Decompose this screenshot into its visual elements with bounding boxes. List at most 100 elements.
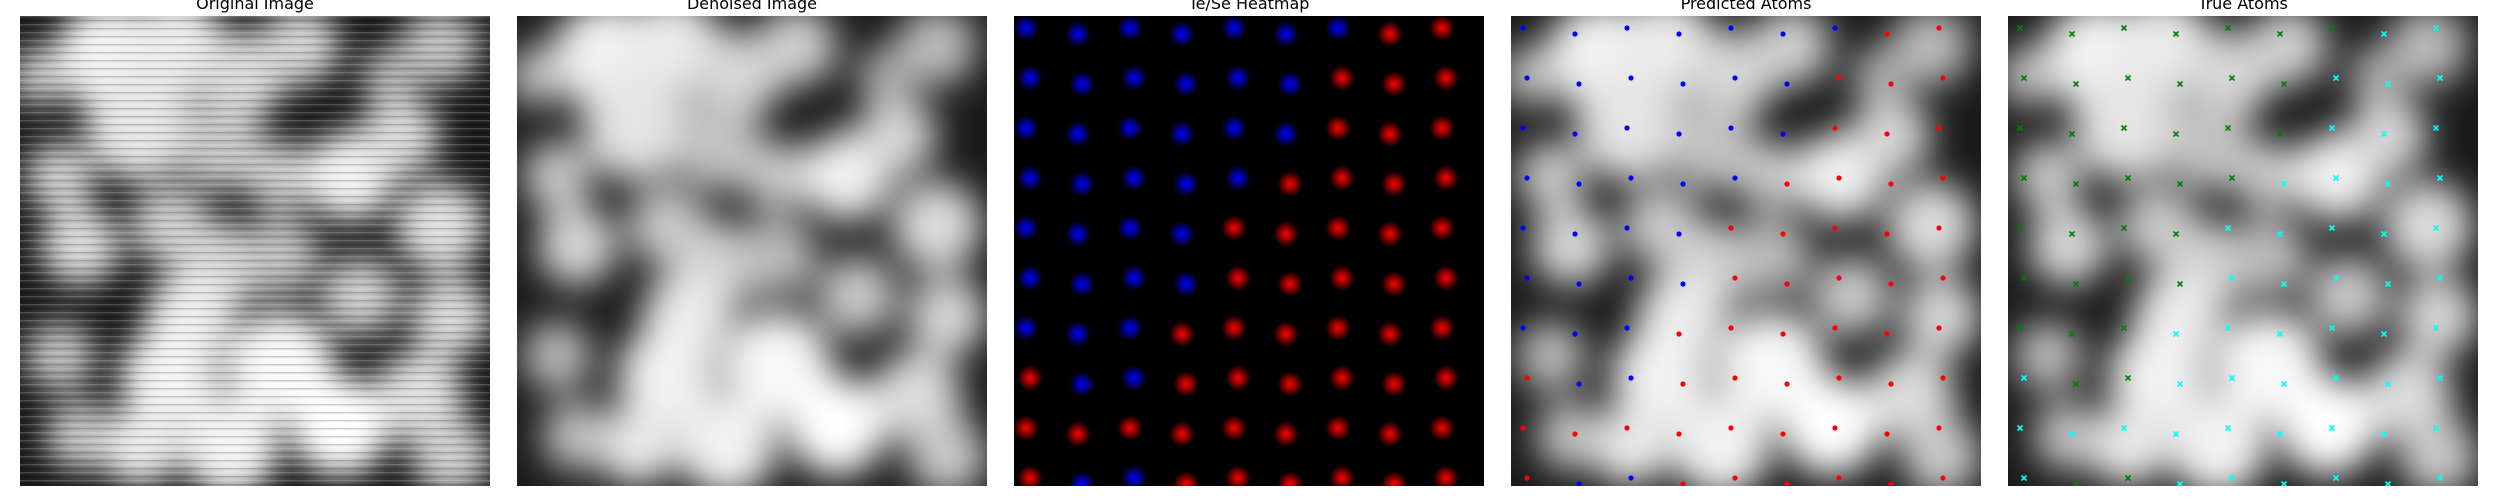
- te-heat-spot: [1433, 365, 1459, 391]
- se-heat-spot: [1121, 65, 1147, 91]
- scan-noise: [20, 16, 490, 486]
- true-se-atom: [2124, 474, 2132, 482]
- bright-regions: [2008, 16, 2478, 486]
- true-se-atom: [2172, 230, 2180, 238]
- predicted-se-atom: [1676, 231, 1682, 237]
- true-se-atom: [2016, 24, 2024, 32]
- true-se-atom: [2224, 124, 2232, 132]
- se-heat-spot: [1121, 365, 1147, 391]
- true-te-atom: [2384, 80, 2392, 88]
- predicted-atoms-image: [1511, 16, 1981, 486]
- se-heat-spot: [1065, 321, 1091, 347]
- se-heat-spot: [1069, 171, 1095, 197]
- predicted-se-atom: [1524, 275, 1530, 281]
- predicted-te-atom: [1884, 31, 1890, 37]
- predicted-te-atom: [1884, 331, 1890, 337]
- te-heat-spot: [1329, 265, 1355, 291]
- true-te-atom: [2328, 124, 2336, 132]
- predicted-te-atom: [1832, 425, 1838, 431]
- true-atoms-image: [2008, 16, 2478, 486]
- true-te-atom: [2332, 274, 2340, 282]
- true-se-atom: [2120, 324, 2128, 332]
- true-te-atom: [2384, 280, 2392, 288]
- se-heat-spot: [1069, 471, 1095, 486]
- true-se-atom: [2124, 374, 2132, 382]
- te-heat-spot: [1277, 371, 1303, 397]
- te-heat-spot: [1325, 115, 1351, 141]
- predicted-se-atom: [1576, 281, 1582, 287]
- predicted-se-atom: [1624, 125, 1630, 131]
- te-heat-spot: [1225, 365, 1251, 391]
- predicted-te-atom: [1680, 381, 1686, 387]
- te-heat-spot: [1173, 371, 1199, 397]
- predicted-te-atom: [1780, 431, 1786, 437]
- true-te-atom: [2380, 30, 2388, 38]
- predicted-te-atom: [1780, 231, 1786, 237]
- predicted-te-atom: [1888, 181, 1894, 187]
- predicted-se-atom: [1572, 131, 1578, 137]
- true-te-atom: [2276, 230, 2284, 238]
- te-heat-spot: [1169, 421, 1195, 447]
- te-heat-spot: [1017, 365, 1043, 391]
- true-te-atom: [2280, 280, 2288, 288]
- true-se-atom: [2228, 174, 2236, 182]
- true-te-atom: [2384, 380, 2392, 388]
- predicted-se-atom: [1576, 381, 1582, 387]
- true-te-atom: [2384, 180, 2392, 188]
- predicted-se-atom: [1628, 375, 1634, 381]
- bright-regions: [20, 16, 490, 486]
- predicted-se-atom: [1624, 225, 1630, 231]
- te-heat-spot: [1329, 65, 1355, 91]
- te-heat-spot: [1325, 215, 1351, 241]
- predicted-te-atom: [1676, 331, 1682, 337]
- te-heat-spot: [1277, 171, 1303, 197]
- predicted-se-atom: [1624, 25, 1630, 31]
- te-heat-spot: [1277, 271, 1303, 297]
- te-heat-spot: [1065, 421, 1091, 447]
- predicted-se-atom: [1524, 75, 1530, 81]
- se-heat-spot: [1169, 121, 1195, 147]
- predicted-te-atom: [1524, 375, 1530, 381]
- se-heat-spot: [1225, 165, 1251, 191]
- te-heat-spot: [1429, 115, 1455, 141]
- te-heat-spot: [1277, 471, 1303, 486]
- predicted-te-atom: [1940, 275, 1946, 281]
- se-heat-spot: [1273, 121, 1299, 147]
- true-se-atom: [2176, 180, 2184, 188]
- true-te-atom: [2228, 374, 2236, 382]
- predicted-te-atom: [1940, 175, 1946, 181]
- se-heat-spot: [1014, 16, 1039, 41]
- true-se-atom: [2172, 130, 2180, 138]
- predicted-se-atom: [1628, 275, 1634, 281]
- panel-title-true: True Atoms: [2198, 0, 2288, 13]
- predicted-se-atom: [1784, 81, 1790, 87]
- te-heat-spot: [1377, 321, 1403, 347]
- predicted-te-atom: [1836, 375, 1842, 381]
- se-heat-spot: [1169, 21, 1195, 47]
- predicted-se-atom: [1520, 325, 1526, 331]
- true-se-atom: [2176, 280, 2184, 288]
- predicted-te-atom: [1836, 175, 1842, 181]
- true-se-atom: [2124, 74, 2132, 82]
- predicted-te-atom: [1936, 325, 1942, 331]
- te-heat-spot: [1273, 221, 1299, 247]
- te-heat-spot: [1014, 415, 1039, 441]
- true-te-atom: [2020, 474, 2028, 482]
- te-heat-spot: [1329, 465, 1355, 486]
- se-heat-spot: [1169, 221, 1195, 247]
- true-se-atom: [2328, 24, 2336, 32]
- predicted-te-atom: [1832, 225, 1838, 231]
- te-heat-spot: [1433, 265, 1459, 291]
- true-te-atom: [2280, 180, 2288, 188]
- predicted-se-atom: [1728, 125, 1734, 131]
- se-heat-spot: [1121, 265, 1147, 291]
- se-heat-spot: [1117, 115, 1143, 141]
- predicted-te-atom: [1572, 431, 1578, 437]
- true-te-atom: [2332, 474, 2340, 482]
- te-heat-spot: [1169, 321, 1195, 347]
- predicted-te-atom: [1884, 231, 1890, 237]
- true-te-atom: [2384, 480, 2392, 486]
- true-te-atom: [2176, 380, 2184, 388]
- predicted-te-atom: [1520, 425, 1526, 431]
- te-heat-spot: [1377, 21, 1403, 47]
